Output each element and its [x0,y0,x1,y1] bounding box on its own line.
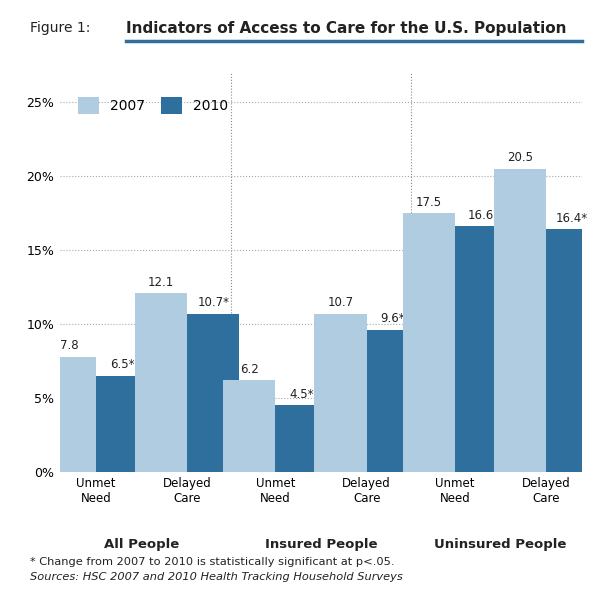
Bar [403,213,455,472]
Text: 9.6*: 9.6* [380,313,405,325]
Text: Indicators of Access to Care for the U.S. Population: Indicators of Access to Care for the U.S… [126,21,566,36]
Bar [44,356,96,472]
Bar [314,313,367,472]
Text: 6.5*: 6.5* [110,358,134,371]
Bar [455,226,507,472]
Legend: 2007, 2010: 2007, 2010 [72,91,234,120]
Text: 20.5: 20.5 [507,151,533,165]
Text: 10.7: 10.7 [328,296,353,309]
Text: 10.7*: 10.7* [197,296,229,309]
Text: Figure 1:: Figure 1: [30,21,91,35]
Bar [223,380,275,472]
Text: All People: All People [104,538,179,551]
Bar [187,313,239,472]
Bar [367,330,419,472]
Text: Sources: HSC 2007 and 2010 Health Tracking Household Surveys: Sources: HSC 2007 and 2010 Health Tracki… [30,572,403,582]
Text: 16.6: 16.6 [468,209,494,222]
Text: 7.8: 7.8 [61,339,79,352]
Bar [275,405,328,472]
Text: 16.4*: 16.4* [556,212,588,225]
Text: Uninsured People: Uninsured People [434,538,566,551]
Bar [135,293,187,472]
Text: * Change from 2007 to 2010 is statistically significant at p<.05.: * Change from 2007 to 2010 is statistica… [30,557,395,567]
Text: 6.2: 6.2 [240,363,259,376]
Text: Insured People: Insured People [265,538,377,551]
Text: 12.1: 12.1 [148,275,174,289]
Text: 17.5: 17.5 [416,195,442,209]
Text: 4.5*: 4.5* [289,388,314,401]
Bar [96,376,148,472]
Bar [494,169,546,472]
Bar [546,229,598,472]
